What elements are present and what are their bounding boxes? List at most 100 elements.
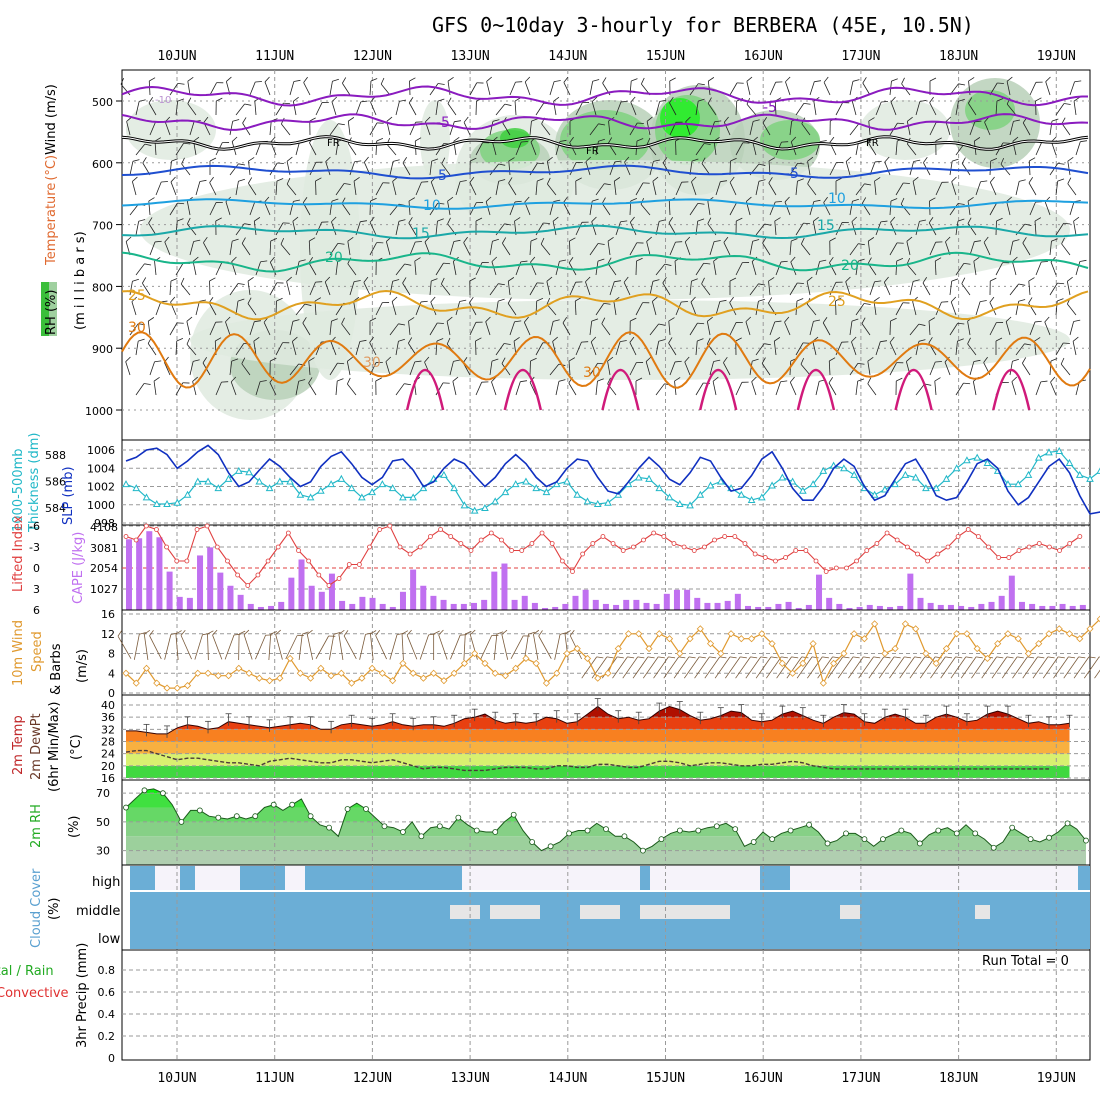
wind-barb [968, 97, 977, 116]
barb-flag [668, 337, 673, 344]
barb-flag [437, 83, 445, 85]
barb-flag [697, 202, 705, 205]
barb-staff [669, 241, 676, 256]
barb-flag [719, 299, 727, 302]
barb-flag [1041, 261, 1048, 263]
surface-barb-flag [955, 656, 963, 659]
barb-flag [1072, 336, 1079, 342]
barb-staff [491, 261, 497, 276]
barb-flag [1019, 179, 1026, 182]
wind-barb [209, 277, 216, 296]
surface-barb [581, 656, 604, 679]
surface-barb-flag [606, 656, 614, 659]
barb-staff [615, 101, 622, 116]
barb-flag [630, 96, 636, 103]
barb-flag [653, 159, 661, 162]
barb-flag [142, 157, 147, 164]
rh-point [972, 830, 979, 837]
surface-barb-flag [375, 629, 381, 636]
surface-barb-flag [465, 630, 472, 635]
wind-barb [241, 237, 251, 256]
barb-staff [330, 341, 337, 356]
barb-flag [1012, 256, 1018, 262]
wind-barb [449, 120, 462, 136]
barb-flag [1074, 80, 1082, 83]
barb-flag [630, 317, 637, 322]
thickness-point [881, 485, 889, 493]
barb-flag [520, 260, 528, 263]
barb-staff [555, 261, 560, 276]
barb-staff [929, 102, 937, 116]
wind-barb [635, 182, 650, 196]
cape-bar [339, 600, 346, 610]
wind-barb [695, 98, 705, 116]
barb-staff [967, 321, 971, 336]
barb-staff [955, 341, 958, 356]
wind-barb [1009, 358, 1019, 376]
barb-staff [762, 242, 771, 256]
barb-flag [1024, 343, 1032, 346]
date-label-top: 16JUN [744, 49, 783, 64]
barb-flag [436, 338, 444, 342]
barb-staff [1055, 342, 1064, 356]
barb-flag [929, 96, 934, 103]
barb-staff [912, 181, 917, 196]
rh-blob [760, 120, 820, 160]
wind-barb [385, 356, 392, 376]
barb-staff [695, 101, 699, 116]
barb-flag [231, 136, 238, 142]
barb-flag [1002, 262, 1010, 264]
wind-barb [784, 316, 791, 336]
barb-flag [441, 157, 446, 164]
barb-staff [331, 221, 337, 236]
barb-staff [255, 381, 261, 396]
barb-staff [629, 222, 637, 236]
wind-barb [1006, 76, 1013, 96]
barb-staff [989, 322, 997, 336]
barb-staff [935, 182, 943, 196]
label-fr-c: FR [866, 138, 879, 149]
barb-flag [215, 337, 222, 342]
barb-staff [549, 81, 555, 96]
wind-barb [955, 98, 965, 116]
wind-barb [1005, 316, 1012, 336]
barb-flag [867, 377, 872, 384]
wind-barb [435, 98, 445, 116]
wind-barb [269, 237, 278, 256]
cloud-level-high: high [92, 875, 120, 890]
barb-flag [414, 257, 421, 262]
wind-barb [129, 159, 140, 176]
barb-flag [950, 296, 957, 303]
wind-barb [408, 217, 417, 236]
barb-flag [896, 242, 904, 244]
li-point [854, 558, 860, 564]
surface-barb [438, 629, 448, 660]
barb-flag [264, 196, 270, 203]
wind-label-2: Speed [30, 631, 45, 672]
barb-flag [553, 319, 560, 322]
barb-staff [862, 82, 871, 96]
barb-flag [806, 276, 813, 282]
thickness-point [655, 484, 664, 492]
wind-barb [849, 198, 859, 216]
surface-barb-flag [678, 656, 686, 659]
wind-barb [690, 296, 697, 316]
cape-bar [481, 599, 488, 610]
wind-barb [589, 243, 605, 256]
li-point [925, 558, 931, 564]
barb-staff [809, 201, 815, 216]
barb-flag [723, 356, 728, 363]
wind-barb [689, 278, 698, 296]
barb-staff [195, 301, 200, 316]
wind-barb [469, 176, 477, 196]
thickness-point [716, 477, 725, 485]
wind-barb [875, 340, 888, 356]
wind-barb [429, 158, 439, 176]
barb-flag [308, 377, 313, 384]
surface-barb [343, 630, 357, 660]
barb-flag [753, 119, 760, 122]
surface-barb-flag [307, 629, 313, 635]
surface-barb-staff [1022, 656, 1038, 679]
surface-barb [878, 656, 901, 679]
barb-staff [269, 282, 278, 296]
